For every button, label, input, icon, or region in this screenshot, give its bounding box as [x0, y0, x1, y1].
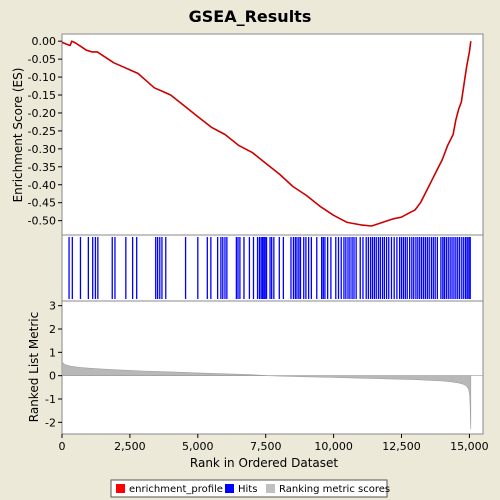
ranking-y-ticks: 3 2 1 0 -1 -2	[45, 300, 62, 429]
es-y-tick-label: -0.20	[28, 107, 56, 120]
ranking-y-tick-label: 1	[49, 346, 56, 359]
ranking-y-tick-label: -2	[45, 416, 56, 429]
es-y-tick-label: -0.45	[28, 197, 56, 210]
ranking-plot-area	[61, 300, 484, 435]
es-y-tick-label: -0.05	[28, 53, 56, 66]
es-y-tick-label: -0.15	[28, 89, 56, 102]
x-tick-label: 10,000	[314, 440, 353, 453]
x-tick-label: 5,000	[182, 440, 214, 453]
es-y-tick-label: -0.30	[28, 143, 56, 156]
ranking-metric-series	[61, 361, 483, 430]
legend-label-ranking-metric: Ranking metric scores	[279, 484, 390, 495]
es-y-tick-label: -0.10	[28, 71, 56, 84]
legend-swatch-ranking-metric	[266, 484, 275, 493]
legend-box	[110, 479, 388, 498]
es-y-tick-label: -0.50	[28, 215, 56, 228]
ranking-y-tick-label: -1	[45, 393, 56, 406]
x-tick-label: 12,500	[382, 440, 421, 453]
es-y-tick-label: -0.35	[28, 161, 56, 174]
es-y-tick-label: -0.25	[28, 125, 56, 138]
enrichment-profile-series	[61, 40, 472, 227]
x-axis-ticks: 0 2,500 5,000 7,500 10,000 12,500 15,000	[59, 434, 489, 453]
ranking-metric-area	[61, 361, 472, 430]
ranking-y-axis-label: Ranked List Metric	[27, 312, 41, 422]
ranking-y-tick-label: 0	[49, 370, 56, 383]
ranking-y-tick-label: 3	[49, 300, 56, 313]
es-y-tick-label: 0.00	[32, 35, 57, 48]
hits-series	[68, 237, 471, 299]
enrichment-profile-line	[61, 40, 472, 227]
legend: enrichment_profile Hits Ranking metric s…	[110, 479, 390, 498]
x-tick-label: 0	[59, 440, 66, 453]
ranking-y-tick-label: 2	[49, 323, 56, 336]
legend-swatch-hits	[225, 484, 234, 493]
x-tick-label: 7,500	[250, 440, 282, 453]
x-axis-label: Rank in Ordered Dataset	[190, 456, 338, 470]
es-y-ticks: 0.00 -0.05 -0.10 -0.15 -0.20 -0.25 -0.30 -0.35 -…	[28, 35, 62, 228]
legend-label-enrichment-profile: enrichment_profile	[129, 484, 223, 495]
es-y-tick-label: -0.40	[28, 179, 56, 192]
x-tick-label: 2,500	[114, 440, 146, 453]
x-tick-label: 15,000	[450, 440, 489, 453]
legend-label-hits: Hits	[238, 484, 257, 495]
es-y-axis-label: Enrichment Score (ES)	[11, 68, 25, 203]
legend-swatch-enrichment-profile	[116, 484, 125, 493]
chart-title: GSEA_Results	[189, 7, 312, 26]
enrichment-plot-area	[61, 33, 484, 236]
